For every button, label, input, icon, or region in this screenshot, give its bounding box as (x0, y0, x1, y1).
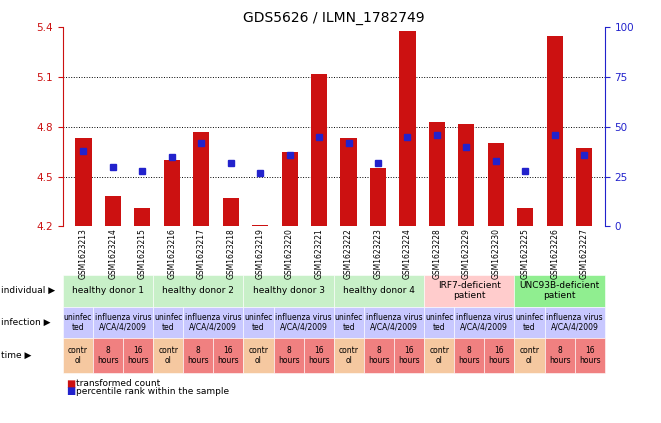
Text: healthy donor 2: healthy donor 2 (163, 286, 234, 295)
Text: influenza virus
A/CA/4/2009: influenza virus A/CA/4/2009 (366, 313, 422, 332)
Text: GSM1623229: GSM1623229 (462, 228, 471, 279)
Text: uninfec
ted: uninfec ted (334, 313, 363, 332)
Text: uninfec
ted: uninfec ted (516, 313, 544, 332)
Text: contr
ol: contr ol (68, 346, 88, 365)
Text: GSM1623215: GSM1623215 (138, 228, 147, 279)
Text: percentile rank within the sample: percentile rank within the sample (76, 387, 229, 396)
Text: influenza virus
A/CA/4/2009: influenza virus A/CA/4/2009 (276, 313, 332, 332)
Text: GSM1623219: GSM1623219 (256, 228, 264, 279)
Text: UNC93B-deficient
patient: UNC93B-deficient patient (520, 281, 600, 300)
Text: uninfec
ted: uninfec ted (425, 313, 453, 332)
Text: GSM1623227: GSM1623227 (580, 228, 589, 279)
Bar (252, 225, 268, 226)
Text: 8
hours: 8 hours (188, 346, 209, 365)
Bar (458, 124, 475, 226)
Text: 8
hours: 8 hours (368, 346, 390, 365)
Bar (223, 198, 239, 226)
Text: healthy donor 3: healthy donor 3 (253, 286, 325, 295)
Bar (399, 31, 416, 226)
Text: contr
ol: contr ol (339, 346, 359, 365)
Text: 8
hours: 8 hours (549, 346, 570, 365)
Text: GSM1623220: GSM1623220 (285, 228, 294, 279)
Text: influenza virus
A/CA/4/2009: influenza virus A/CA/4/2009 (547, 313, 603, 332)
Text: transformed count: transformed count (76, 379, 160, 388)
Bar (517, 208, 533, 226)
Text: time ▶: time ▶ (1, 351, 32, 360)
Text: 16
hours: 16 hours (308, 346, 330, 365)
Bar (370, 168, 386, 226)
Text: GSM1623217: GSM1623217 (197, 228, 206, 279)
Text: 8
hours: 8 hours (97, 346, 119, 365)
Text: contr
ol: contr ol (520, 346, 539, 365)
Text: GSM1623222: GSM1623222 (344, 228, 353, 279)
Bar (311, 74, 327, 226)
Text: GSM1623221: GSM1623221 (315, 228, 324, 279)
Text: healthy donor 4: healthy donor 4 (343, 286, 415, 295)
Bar (429, 122, 445, 226)
Text: GSM1623218: GSM1623218 (226, 228, 235, 279)
Bar (193, 132, 210, 226)
Text: GSM1623226: GSM1623226 (550, 228, 559, 279)
Text: 16
hours: 16 hours (579, 346, 601, 365)
Bar (134, 208, 151, 226)
Text: ■: ■ (66, 379, 75, 389)
Bar (547, 36, 563, 226)
Text: uninfec
ted: uninfec ted (245, 313, 273, 332)
Text: IRF7-deficient
patient: IRF7-deficient patient (438, 281, 501, 300)
Text: influenza virus
A/CA/4/2009: influenza virus A/CA/4/2009 (185, 313, 242, 332)
Text: uninfec
ted: uninfec ted (154, 313, 182, 332)
Text: GSM1623216: GSM1623216 (167, 228, 176, 279)
Bar (164, 160, 180, 226)
Text: GSM1623224: GSM1623224 (403, 228, 412, 279)
Text: GSM1623225: GSM1623225 (521, 228, 529, 279)
Text: GSM1623230: GSM1623230 (491, 228, 500, 280)
Text: GSM1623214: GSM1623214 (108, 228, 118, 279)
Bar (75, 138, 91, 226)
Text: contr
ol: contr ol (429, 346, 449, 365)
Bar (488, 143, 504, 226)
Text: ■: ■ (66, 386, 75, 396)
Text: healthy donor 1: healthy donor 1 (72, 286, 144, 295)
Text: contr
ol: contr ol (158, 346, 178, 365)
Text: GSM1623213: GSM1623213 (79, 228, 88, 279)
Text: 16
hours: 16 hours (128, 346, 149, 365)
Text: 16
hours: 16 hours (488, 346, 510, 365)
Text: contr
ol: contr ol (249, 346, 268, 365)
Text: influenza virus
A/CA/4/2009: influenza virus A/CA/4/2009 (456, 313, 513, 332)
Text: GSM1623223: GSM1623223 (373, 228, 383, 279)
Text: infection ▶: infection ▶ (1, 318, 51, 327)
Text: uninfec
ted: uninfec ted (63, 313, 92, 332)
Bar (576, 148, 592, 226)
Text: individual ▶: individual ▶ (1, 286, 56, 295)
Text: 16
hours: 16 hours (217, 346, 239, 365)
Text: 8
hours: 8 hours (278, 346, 299, 365)
Text: influenza virus
A/CA/4/2009: influenza virus A/CA/4/2009 (95, 313, 151, 332)
Title: GDS5626 / ILMN_1782749: GDS5626 / ILMN_1782749 (243, 11, 424, 25)
Bar (282, 152, 297, 226)
Bar (105, 197, 121, 226)
Text: 16
hours: 16 hours (399, 346, 420, 365)
Text: GSM1623228: GSM1623228 (432, 228, 442, 279)
Bar (340, 138, 357, 226)
Text: 8
hours: 8 hours (459, 346, 480, 365)
